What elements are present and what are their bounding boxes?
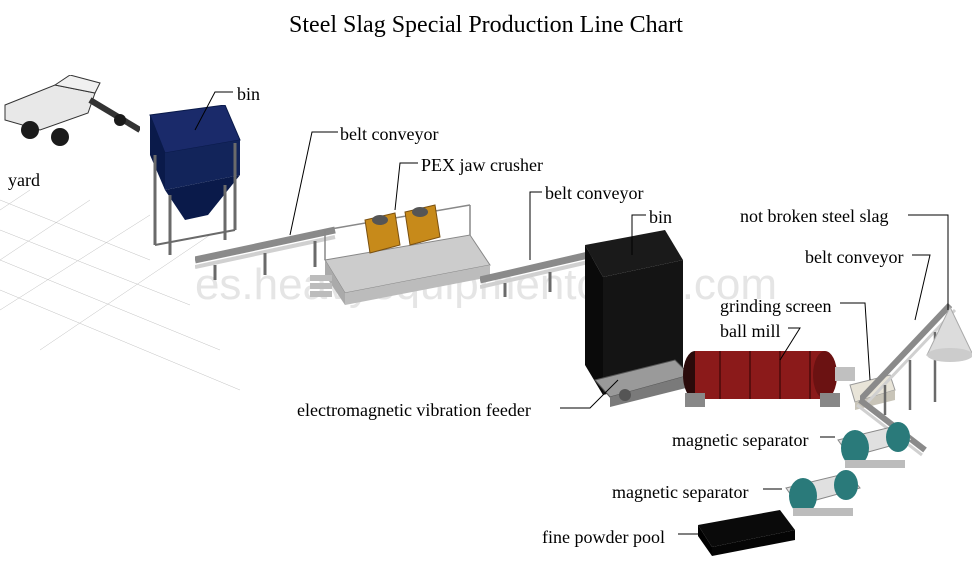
label-not-broken: not broken steel slag — [740, 206, 888, 227]
label-pex-jaw-crusher: PEX jaw crusher — [421, 155, 543, 176]
label-grinding-screen: grinding screen — [720, 296, 831, 317]
label-belt-conveyor-2: belt conveyor — [545, 183, 643, 204]
label-belt-conveyor-1: belt conveyor — [340, 124, 438, 145]
label-belt-conveyor-3: belt conveyor — [805, 247, 903, 268]
label-ball-mill: ball mill — [720, 321, 781, 342]
label-yard: yard — [8, 170, 40, 191]
label-evf: electromagnetic vibration feeder — [297, 400, 531, 421]
label-mag-sep-1: magnetic separator — [672, 430, 808, 451]
leader-lines — [0, 0, 972, 570]
label-bin-2: bin — [649, 207, 672, 228]
label-fine-powder-pool: fine powder pool — [542, 527, 665, 548]
label-bin-1: bin — [237, 84, 260, 105]
label-mag-sep-2: magnetic separator — [612, 482, 748, 503]
